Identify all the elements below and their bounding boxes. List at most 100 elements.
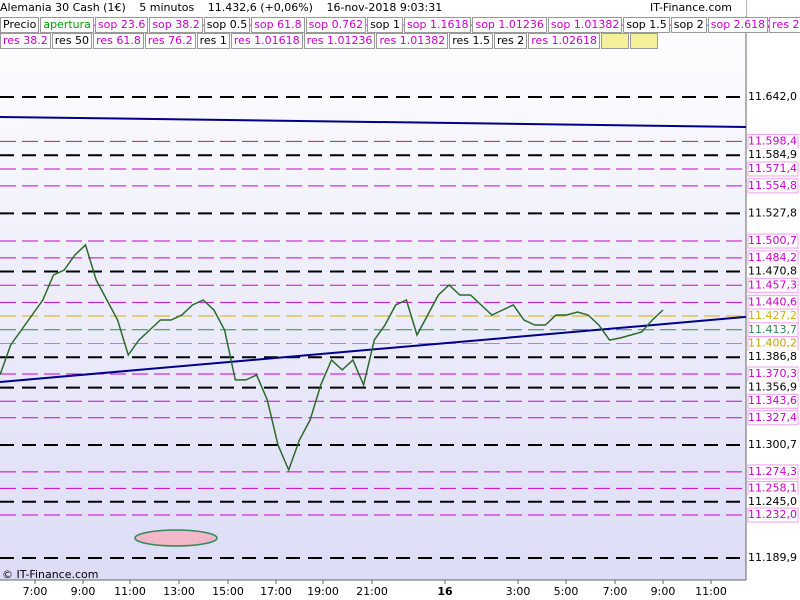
y-tick-label: 11.598,4 [748,134,797,147]
x-tick-label: 17:00 [260,585,292,598]
toggle-button[interactable]: res 23.6 [769,17,800,33]
y-tick-label: 11.258,1 [748,481,797,494]
x-tick-label: 11:00 [114,585,146,598]
y-tick-label: 11.300,7 [748,438,797,451]
instrument: Alemania 30 Cash (1€) [0,1,126,14]
level-label-box [748,148,798,163]
x-tick-label: 11:00 [695,585,727,598]
y-tick-label: 11.356,9 [748,381,797,394]
x-tick-label: 3:00 [506,585,531,598]
level-label-box [748,89,798,104]
toggle-button[interactable]: res 1.01618 [230,33,303,49]
level-label-box [747,161,799,177]
trendline [0,115,747,128]
y-tick-label: 11.571,4 [748,162,797,175]
toggle-button[interactable]: sop 38.2 [149,17,203,33]
y-tick-label: 11.584,9 [748,148,797,161]
toggle-button[interactable]: res 1.02618 [528,33,601,49]
y-tick-label: 11.189,9 [748,551,797,564]
y-tick-label: 11.232,0 [748,508,797,521]
level-label-box [747,178,799,194]
y-tick-label: 11.642,0 [748,90,797,103]
toggle-button[interactable]: sop 61.8 [251,17,305,33]
toggle-button[interactable]: res 76.2 [144,33,196,49]
toggle-button[interactable]: sop 1.5 [623,17,670,33]
toggle-button[interactable]: sop 1.1618 [404,17,472,33]
x-tick-label: 16 [437,585,453,598]
x-tick-label: 7:00 [23,585,48,598]
level-label-box [748,206,798,221]
toggle-button[interactable]: res 61.8 [93,33,144,49]
y-tick-label: 11.554,8 [748,179,797,192]
toggle-button[interactable]: res 1.5 [449,33,493,49]
footer: © IT-Finance.com [2,568,99,581]
toggle-button[interactable]: sop 1 [367,17,404,33]
toggle-button[interactable]: sop 2.618 [707,17,769,33]
toggle-button[interactable]: res 1 [196,33,230,49]
toggle-button[interactable]: res 38.2 [0,33,51,49]
toggle-button[interactable]: res 50 [51,33,93,49]
y-tick-label: 11.527,8 [748,206,797,219]
header: Alemania 30 Cash (1€) 5 minutos 11.432,6… [0,0,746,16]
x-tick-label: 5:00 [554,585,579,598]
y-tick-label: 11.457,3 [748,278,797,291]
x-tick-label: 19:00 [307,585,339,598]
toggle-button[interactable] [601,33,630,49]
trendline [0,315,747,383]
level-label-box [748,350,798,365]
button-row: Precio apertura sop 23.6 sop 38.2 sop 0.5 sop… [0,17,800,33]
toggle-button[interactable]: sop 23.6 [94,17,149,33]
toggle-button[interactable]: res 1.01382 [376,33,449,49]
level-label-box [747,410,799,426]
timeframe: 5 minutos [139,1,195,14]
y-tick-label: 11.484,2 [748,251,797,264]
level-label-box [747,233,799,249]
toggle-button[interactable]: apertura [40,17,94,33]
toggle-button[interactable]: res 1.01236 [303,33,376,49]
y-tick-label: 11.440,6 [748,295,797,308]
x-tick-label: 9:00 [651,585,676,598]
level-label-box [748,264,798,279]
toggle-button[interactable]: sop 0.5 [203,17,251,33]
toggle-button[interactable]: res 2 [493,33,528,49]
datetime: 16-nov-2018 9:03:31 [326,1,443,14]
x-tick-label: 7:00 [603,585,628,598]
x-tick-label: 15:00 [212,585,244,598]
x-tick-label: 21:00 [356,585,388,598]
y-tick-label: 11.427,2 [748,309,797,322]
y-tick-label: 11.274,3 [748,465,797,478]
price-line [0,243,664,473]
toggle-button[interactable] [630,33,659,49]
y-tick-label: 11.327,4 [748,411,797,424]
level-label-box [748,550,798,565]
level-label-box [748,437,798,452]
price: 11.432,6 (+0,06%) [207,1,313,14]
y-tick-label: 11.400,2 [748,337,797,350]
y-tick-label: 11.343,6 [748,394,797,407]
level-label-box [747,393,799,409]
y-tick-label: 11.386,8 [748,350,797,363]
toggle-button[interactable]: sop 2 [670,17,707,33]
plot-background [0,0,746,580]
toggle-button[interactable]: sop 1.01382 [547,17,623,33]
toggle-button[interactable]: Precio [0,17,40,33]
site: IT-Finance.com [650,1,732,14]
level-label-box [748,494,798,509]
level-label-box [747,464,799,480]
y-tick-label: 11.370,3 [748,367,797,380]
toggle-button[interactable]: sop 0.762 [305,17,367,33]
level-label-box [747,277,799,293]
button-row: res 38.2 res 50 res 61.8 res 76.2 res 1 res 1… [0,33,659,49]
y-tick-label: 11.245,0 [748,495,797,508]
toggle-button[interactable]: sop 1.01236 [472,17,547,33]
y-tick-label: 11.500,7 [748,234,797,247]
level-label-box [747,507,799,523]
x-tick-label: 9:00 [71,585,96,598]
highlight-ellipse [134,529,218,547]
level-label-box [748,380,798,395]
y-tick-label: 11.470,8 [748,265,797,278]
y-tick-label: 11.413,7 [748,323,797,336]
x-tick-label: 13:00 [163,585,195,598]
